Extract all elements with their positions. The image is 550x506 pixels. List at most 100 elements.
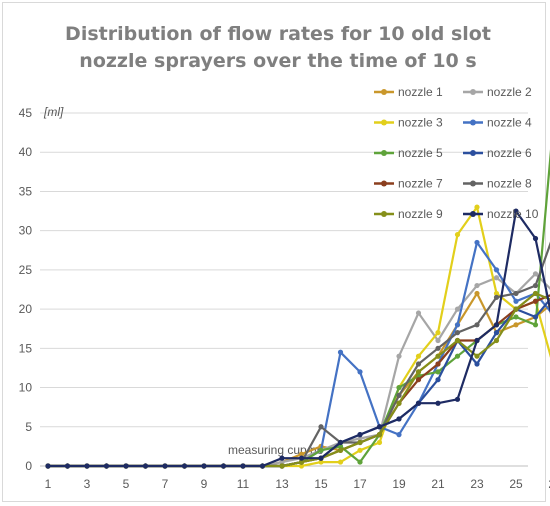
data-point-nozzle-10-24 <box>493 322 500 328</box>
data-point-nozzle-9-13 <box>279 463 285 469</box>
data-point-nozzle-8-24 <box>493 294 500 300</box>
series-line-nozzle-10 <box>48 210 550 468</box>
data-point-nozzle-2-17 <box>357 435 363 442</box>
legend-marker-nozzle-2 <box>470 89 476 95</box>
data-point-nozzle-6-23 <box>474 361 480 367</box>
data-point-nozzle-8-19 <box>396 392 402 398</box>
series-line-nozzle-1 <box>48 292 550 468</box>
data-point-nozzle-8-23 <box>474 322 480 328</box>
data-point-nozzle-10-23 <box>474 337 480 344</box>
data-point-nozzle-10-1 <box>45 463 51 469</box>
data-point-nozzle-10-11 <box>240 463 246 469</box>
x-tick-label-25: 25 <box>509 477 523 491</box>
y-axis-label: [ml] <box>43 105 64 119</box>
legend-label-nozzle-7: nozzle 7 <box>398 177 443 191</box>
data-point-nozzle-3-22 <box>454 231 461 238</box>
data-point-nozzle-9-17 <box>357 439 363 446</box>
legend-marker-nozzle-6 <box>470 150 476 156</box>
data-point-nozzle-9-21 <box>435 353 441 359</box>
y-tick-label-45: 45 <box>19 106 33 120</box>
legend-marker-nozzle-10 <box>470 211 476 217</box>
data-point-nozzle-4-22 <box>454 322 461 328</box>
data-point-nozzle-10-12 <box>259 463 266 469</box>
data-point-nozzle-10-10 <box>220 463 227 469</box>
y-tick-label-30: 30 <box>19 224 33 238</box>
x-tick-label-7: 7 <box>162 477 169 491</box>
data-point-nozzle-8-25 <box>513 290 519 297</box>
data-point-nozzle-3-15 <box>318 459 324 465</box>
data-point-nozzle-10-17 <box>357 432 363 438</box>
series-line-nozzle-7 <box>48 294 550 468</box>
data-point-nozzle-5-22 <box>454 353 461 359</box>
data-point-nozzle-5-21 <box>435 369 441 375</box>
data-point-nozzle-2-20 <box>415 310 422 316</box>
data-point-nozzle-10-25 <box>513 208 519 214</box>
data-point-nozzle-10-22 <box>454 396 461 402</box>
data-point-nozzle-2-22 <box>454 306 461 312</box>
legend-label-nozzle-5: nozzle 5 <box>398 146 443 160</box>
data-point-nozzle-10-15 <box>318 455 324 461</box>
data-point-nozzle-2-19 <box>396 353 402 359</box>
y-tick-label-10: 10 <box>19 381 33 395</box>
data-point-nozzle-8-20 <box>415 361 422 367</box>
legend-marker-nozzle-5 <box>381 150 387 156</box>
data-point-nozzle-10-13 <box>279 455 285 461</box>
x-tick-label-11: 11 <box>237 477 250 491</box>
data-point-nozzle-3-24 <box>493 290 500 297</box>
x-tick-label-17: 17 <box>353 477 367 491</box>
data-point-nozzle-6-26 <box>532 314 539 320</box>
data-point-nozzle-3-17 <box>357 447 363 453</box>
data-point-nozzle-10-21 <box>435 400 441 406</box>
legend-marker-nozzle-3 <box>381 119 387 126</box>
data-point-nozzle-10-26 <box>532 235 539 242</box>
data-point-nozzle-8-22 <box>454 330 461 336</box>
legend-marker-nozzle-7 <box>381 180 387 187</box>
data-point-nozzle-3-21 <box>435 330 441 336</box>
chart-title-line-2: nozzle sprayers over the time of 10 s <box>79 50 477 72</box>
data-point-nozzle-4-24 <box>493 267 500 273</box>
chart-frame: Distribution of flow rates for 10 old sl… <box>2 2 546 502</box>
data-point-nozzle-10-8 <box>181 463 188 469</box>
y-tick-label-25: 25 <box>19 263 33 277</box>
data-point-nozzle-1-25 <box>513 322 519 328</box>
data-point-nozzle-5-15 <box>318 447 324 453</box>
data-point-nozzle-3-18 <box>376 439 383 446</box>
data-point-nozzle-4-16 <box>337 349 344 355</box>
data-point-nozzle-9-20 <box>415 369 422 375</box>
data-point-nozzle-3-23 <box>474 204 480 210</box>
y-tick-label-20: 20 <box>19 302 33 316</box>
data-point-nozzle-9-23 <box>474 353 480 359</box>
data-point-nozzle-5-17 <box>357 459 363 465</box>
data-point-nozzle-1-23 <box>474 290 480 297</box>
data-point-nozzle-2-21 <box>435 337 441 344</box>
data-point-nozzle-10-9 <box>201 463 207 469</box>
x-tick-label-15: 15 <box>314 477 328 491</box>
y-tick-label-15: 15 <box>19 341 33 355</box>
x-tick-label-9: 9 <box>201 477 208 491</box>
data-point-nozzle-10-16 <box>337 439 344 446</box>
data-point-nozzle-5-26 <box>532 322 539 328</box>
data-point-nozzle-9-16 <box>337 447 344 453</box>
data-point-nozzle-9-14 <box>298 459 305 465</box>
data-point-nozzle-10-7 <box>162 463 168 469</box>
data-point-nozzle-2-13 <box>279 459 285 465</box>
data-point-nozzle-1-14 <box>298 451 305 457</box>
y-tick-label-5: 5 <box>25 420 32 434</box>
y-tick-label-40: 40 <box>19 145 33 159</box>
data-point-nozzle-9-25 <box>513 306 519 312</box>
data-point-nozzle-2-24 <box>493 275 500 281</box>
data-point-nozzle-10-2 <box>64 463 71 469</box>
chart-title: Distribution of flow rates for 10 old sl… <box>43 21 513 75</box>
data-point-nozzle-10-3 <box>84 463 90 469</box>
data-point-nozzle-4-23 <box>474 239 480 246</box>
data-point-nozzle-8-21 <box>435 345 441 351</box>
data-point-nozzle-10-20 <box>415 400 422 406</box>
series-line-nozzle-6 <box>48 297 550 468</box>
data-point-nozzle-4-25 <box>513 298 519 304</box>
data-point-nozzle-7-26 <box>532 298 539 304</box>
data-point-nozzle-10-4 <box>103 463 110 469</box>
legend-label-nozzle-8: nozzle 8 <box>487 177 532 191</box>
data-point-nozzle-5-25 <box>513 314 519 320</box>
x-tick-label-5: 5 <box>123 477 130 491</box>
